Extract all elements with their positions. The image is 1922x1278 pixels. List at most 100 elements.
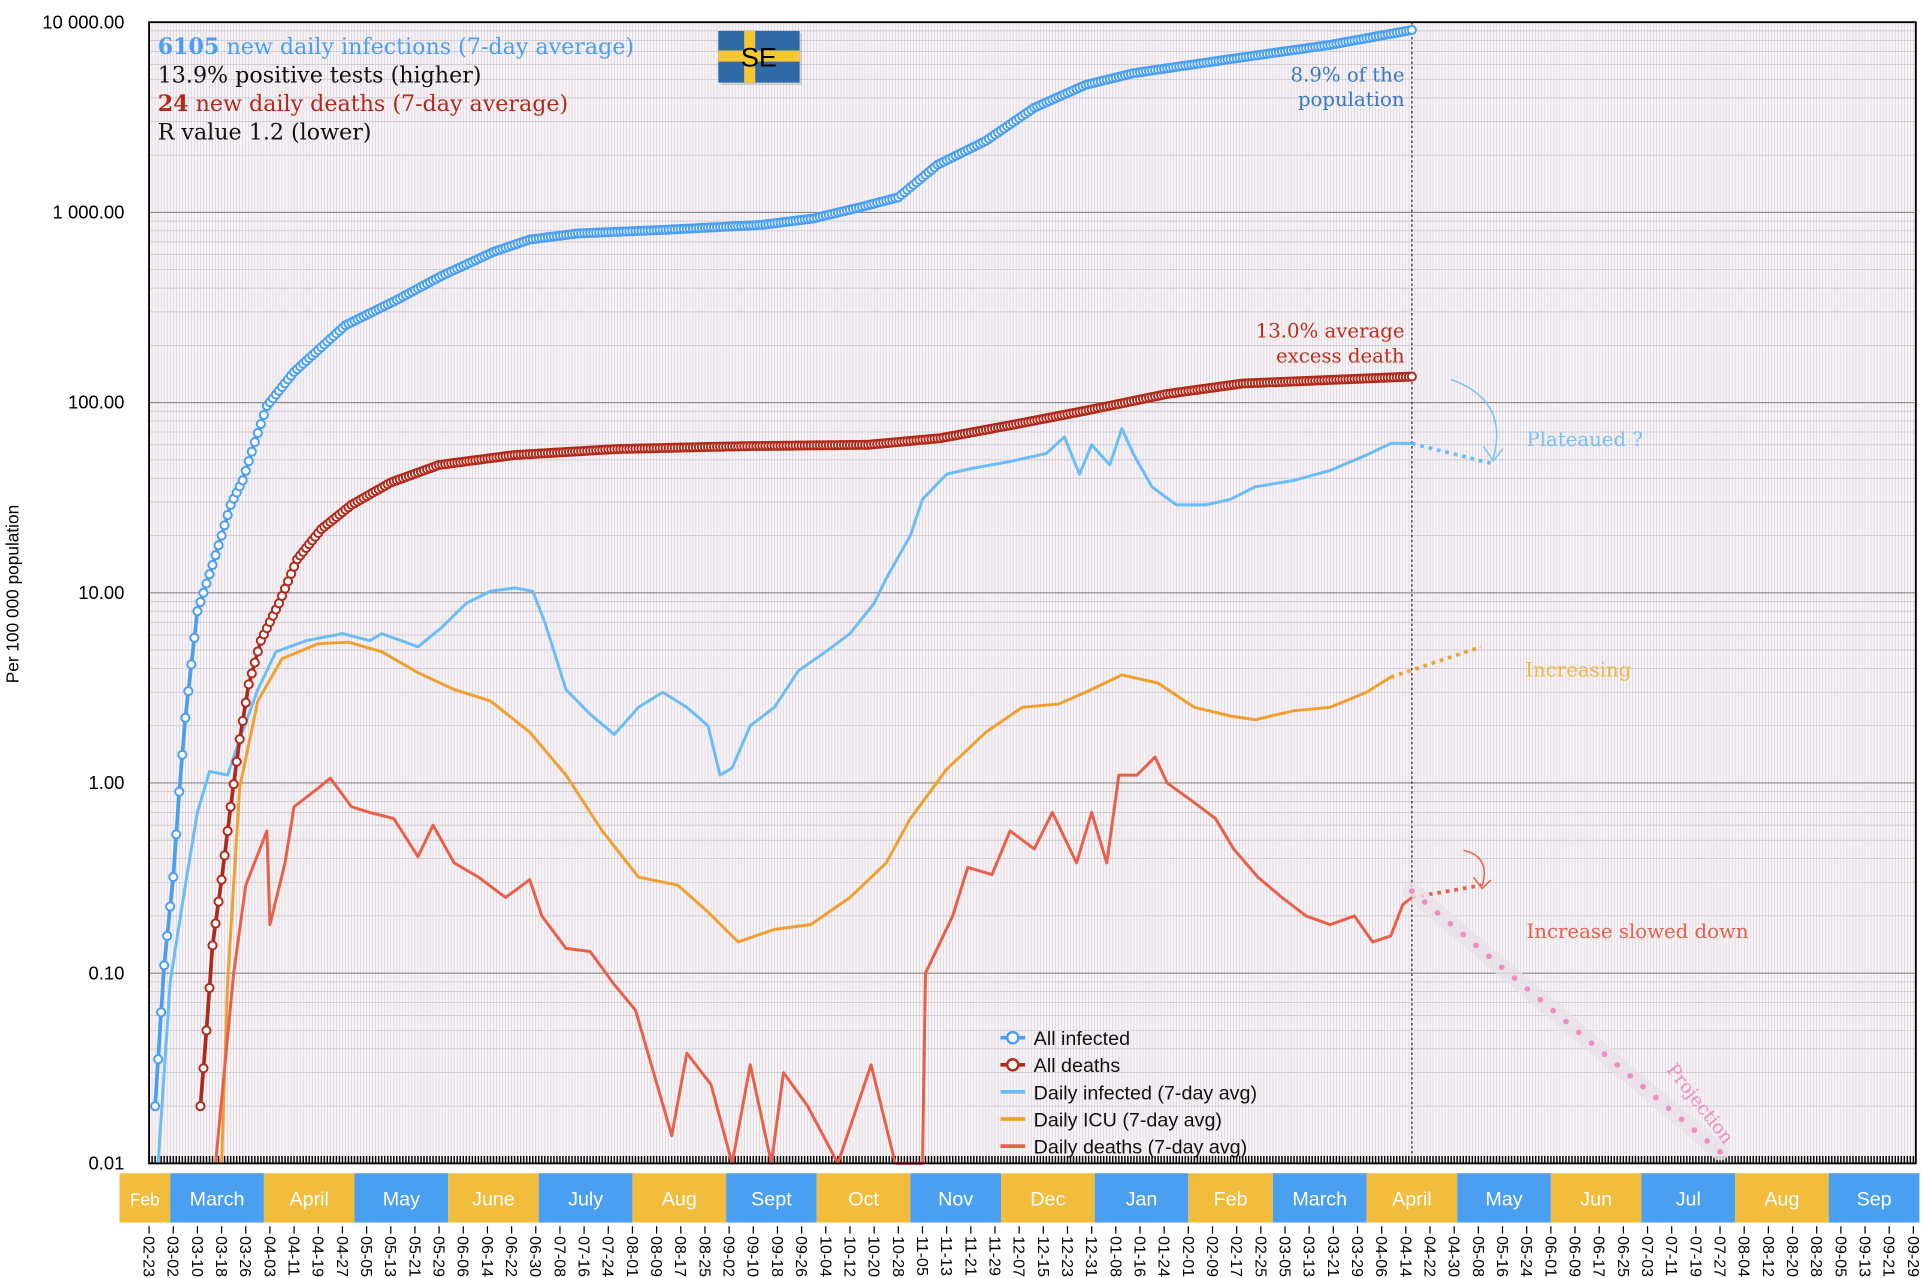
x-tick-label: 04-11 [285,1236,302,1276]
x-tick-label: 03-02 [164,1236,181,1277]
month-segment [1641,1173,1736,1223]
infected-share-annotation: 8.9% of the [1291,63,1405,86]
x-tick-label: 03-26 [236,1236,253,1277]
x-tick-label: 02-01 [1179,1236,1196,1277]
plot-frame [148,21,1917,1165]
x-tick-label: 03-29 [1348,1236,1365,1277]
y-tick-label: 10.00 [78,582,124,603]
x-tick-label: 11-29 [985,1236,1002,1276]
point-all-infected [240,465,251,476]
x-tick-label: 09-13 [1855,1236,1872,1277]
point-all-infected [222,510,233,521]
x-tick-label: 09-21 [1880,1236,1897,1277]
projection-line [1390,645,1482,679]
point-all-infected [192,606,203,617]
x-tick-label: 07-27 [1710,1236,1727,1277]
increasing-annotation: Increasing [1525,659,1631,682]
y-tick-label: 0.01 [88,1153,124,1174]
legend-label: Daily ICU (7-day avg) [1034,1109,1222,1131]
month-label: May [383,1188,420,1210]
month-bar: Feb March April May June July Aug Sept Oct Nov Dec… [119,1173,1920,1223]
projections [1390,441,1729,1161]
x-tick-label: 04-03 [260,1236,277,1277]
x-tick-label: 09-26 [792,1236,809,1277]
legend-label: All infected [1034,1028,1130,1050]
x-tick-label: 06-01 [1541,1236,1558,1277]
x-tick-label: 05-16 [1493,1236,1510,1277]
projection-point [1588,1040,1595,1047]
point-all-deaths [198,1063,209,1074]
month-segment [1550,1173,1642,1223]
point-all-infected [258,409,269,421]
month-segment [1001,1173,1095,1223]
legend-label: All deaths [1034,1055,1121,1077]
month-segment [448,1173,539,1223]
x-tick-label: 07-08 [550,1236,567,1277]
projection-point [1486,953,1492,960]
point-all-deaths [225,801,236,812]
point-all-infected [198,587,209,598]
month-segment [1366,1173,1458,1223]
x-tick-label: 12-07 [1010,1236,1027,1277]
projection-point [1614,1062,1621,1068]
x-tick-label: 11-05 [913,1236,930,1276]
point-all-infected [156,1007,167,1018]
x-tick-label: 09-29 [1904,1236,1921,1277]
month-segment [538,1173,633,1223]
x-tick-label: 06-30 [526,1236,543,1277]
projection-point [1575,1029,1582,1036]
projection-point [1704,1138,1711,1144]
legend-marker [1005,1058,1020,1072]
x-tick-label: 12-31 [1082,1236,1099,1277]
point-all-deaths [249,657,260,668]
x-tick-label: 06-17 [1590,1236,1607,1277]
point-all-infected [189,632,200,643]
x-tick-label: 05-29 [430,1236,447,1277]
month-segment [632,1173,727,1223]
plateau-arrow-icon [1451,378,1504,463]
summary-infections: 6105 new daily infections (7-day average… [158,34,634,60]
point-all-infected [195,596,206,608]
point-all-infected [180,712,191,723]
projection-point [1421,899,1428,905]
x-tick-label: 08-09 [647,1236,664,1277]
x-tick-label: 07-11 [1662,1236,1679,1276]
point-all-infected [213,540,224,551]
month-label: July [568,1188,603,1210]
series-daily-icu-7-day-avg [220,640,1392,1164]
point-all-infected [162,930,173,941]
month-segment [1094,1173,1189,1223]
projection-point [1652,1094,1659,1101]
point-all-infected [255,418,266,430]
month-segment [816,1173,911,1223]
point-all-deaths [1406,371,1417,382]
projection-point [1498,964,1505,971]
point-all-deaths [237,715,248,726]
projection-point [1537,996,1544,1003]
x-tick-label: 09-02 [720,1236,737,1277]
x-tick-label: 02-25 [1251,1236,1268,1277]
x-tick-label: 08-17 [671,1236,688,1277]
plateaued-annotation: Plateaued ? [1527,428,1643,451]
series-daily-infected-7-day-avg [156,427,1412,1164]
x-tick-label: 07-19 [1686,1236,1703,1277]
x-tick-label: 04-06 [1372,1236,1389,1277]
x-tick-label: 01-16 [1130,1236,1147,1277]
point-all-infected [216,530,227,541]
point-all-deaths [231,756,242,767]
month-label: Aug [1764,1188,1799,1210]
point-all-deaths [228,779,239,790]
x-tick-label: 08-12 [1759,1236,1776,1277]
x-tick-label: 08-25 [695,1236,712,1277]
x-tick-label: 11-13 [937,1236,954,1276]
point-all-infected [237,475,248,486]
x-tick-label: 09-05 [1831,1236,1848,1277]
point-all-infected [243,456,254,467]
point-all-infected [171,829,182,840]
month-label: Jan [1126,1188,1158,1210]
month-label: April [1392,1188,1431,1210]
x-tick-label: 08-04 [1735,1236,1752,1277]
month-segment [354,1173,449,1223]
point-all-infected [207,559,218,571]
x-tick-label: 05-08 [1469,1236,1486,1277]
